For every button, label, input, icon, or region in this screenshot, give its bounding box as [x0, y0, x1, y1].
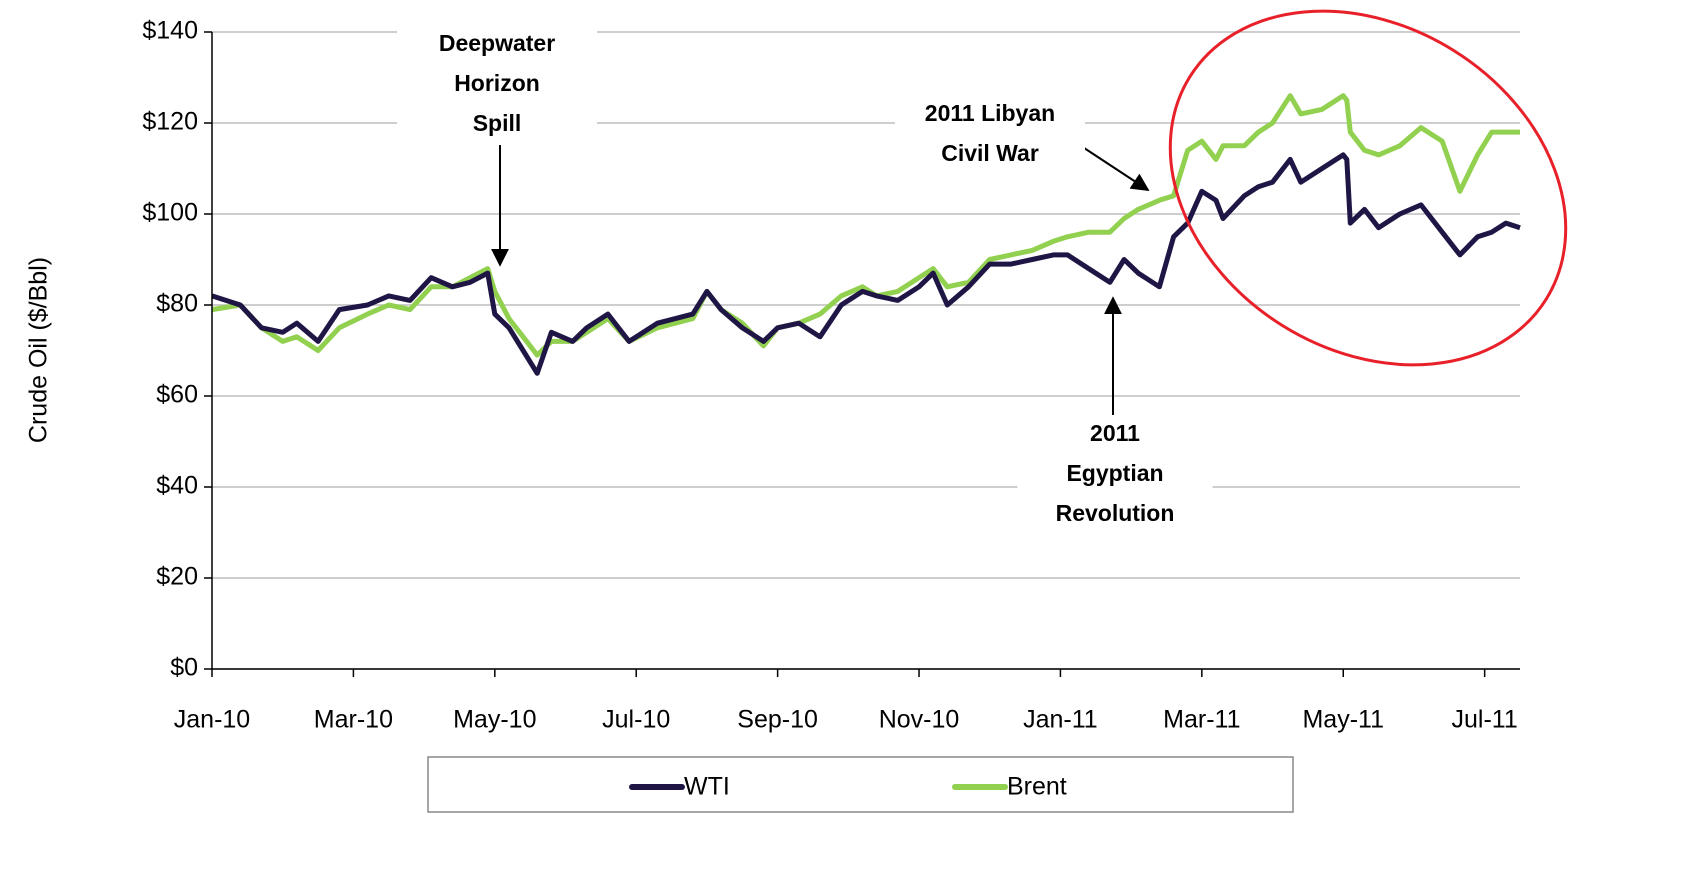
y-tick-label: $20 — [156, 563, 198, 591]
x-tick-label: Mar-10 — [314, 706, 393, 734]
x-tick-label: Jan-10 — [174, 706, 250, 734]
grid: $0 $20 $40 $60 $80 $100 $120 $140 Jan-10 Mar-10 Ma… — [142, 17, 1520, 734]
y-tick-label: $40 — [156, 472, 198, 500]
x-tick-label: Jul-11 — [1452, 706, 1518, 734]
y-tick-label: $80 — [156, 290, 198, 318]
annotation: Spill — [473, 110, 522, 136]
annotation: Revolution — [1056, 500, 1175, 526]
annotations: Deepwater Horizon Spill 2011 Libyan Civil Wa… — [397, 25, 1213, 535]
x-tick-label: Jul-10 — [602, 706, 670, 734]
series-line — [211, 93, 1520, 358]
y-tick-label: $100 — [142, 199, 198, 227]
y-tick-label: $140 — [142, 17, 198, 45]
annotation-background — [895, 95, 1085, 175]
x-tick-label: Jan-11 — [1023, 706, 1098, 734]
x-tick-label: Sep-10 — [737, 706, 818, 734]
annotation: 2011 — [1090, 420, 1140, 446]
arrow — [1074, 141, 1150, 191]
annotation: 2011 Libyan — [925, 100, 1055, 126]
annotation: Civil War — [941, 140, 1039, 166]
y-tick-label: $60 — [156, 381, 198, 409]
annotation-background — [1017, 415, 1213, 535]
x-tick-label: Nov-10 — [879, 706, 960, 734]
legend-box — [427, 756, 1294, 813]
y-axis-label: Crude Oil ($/Bbl) — [25, 257, 53, 443]
highlight-ellipse — [1168, 9, 1568, 367]
legend: WTI Brent — [629, 773, 1067, 801]
x-tick-label: Mar-11 — [1163, 706, 1240, 734]
annotation: Deepwater — [439, 30, 555, 56]
series-line — [211, 152, 1521, 376]
lines — [211, 93, 1521, 376]
legend-label: WTI — [684, 773, 730, 801]
annotation: Horizon — [454, 70, 540, 96]
y-tick-label: $0 — [170, 654, 198, 682]
x-tick-label: May-10 — [453, 706, 536, 734]
x-tick-label: May-11 — [1302, 706, 1384, 734]
y-tick-label: $120 — [142, 108, 198, 136]
annotation: Egyptian — [1066, 460, 1163, 486]
annotation-background — [397, 25, 597, 145]
legend-label: Brent — [1007, 773, 1067, 801]
